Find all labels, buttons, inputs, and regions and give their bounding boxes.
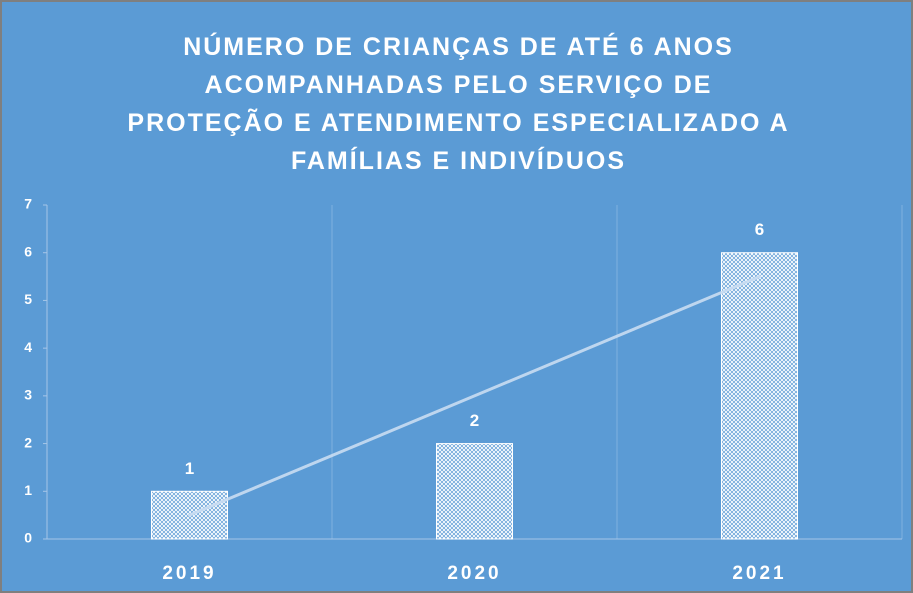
y-tick-label: 7 [24,196,32,212]
y-tick-label: 2 [24,434,32,450]
value-label: 1 [185,459,194,478]
y-tick-label: 4 [24,339,32,355]
bar [436,443,513,540]
chart-title: NÚMERO DE CRIANÇAS DE ATÉ 6 ANOS ACOMPAN… [127,33,790,175]
x-tick-label: 2020 [447,563,501,584]
value-label: 2 [470,411,479,430]
x-tick-label: 2019 [162,563,216,584]
y-tick-label: 0 [24,530,32,546]
y-tick-label: 5 [24,291,32,307]
y-tick-label: 6 [24,243,32,259]
x-tick-label: 2021 [732,563,786,584]
y-tick-label: 3 [24,387,32,403]
value-label: 6 [755,220,764,239]
bar [721,252,798,540]
y-tick-label: 1 [24,482,32,498]
trend-line [188,275,761,517]
